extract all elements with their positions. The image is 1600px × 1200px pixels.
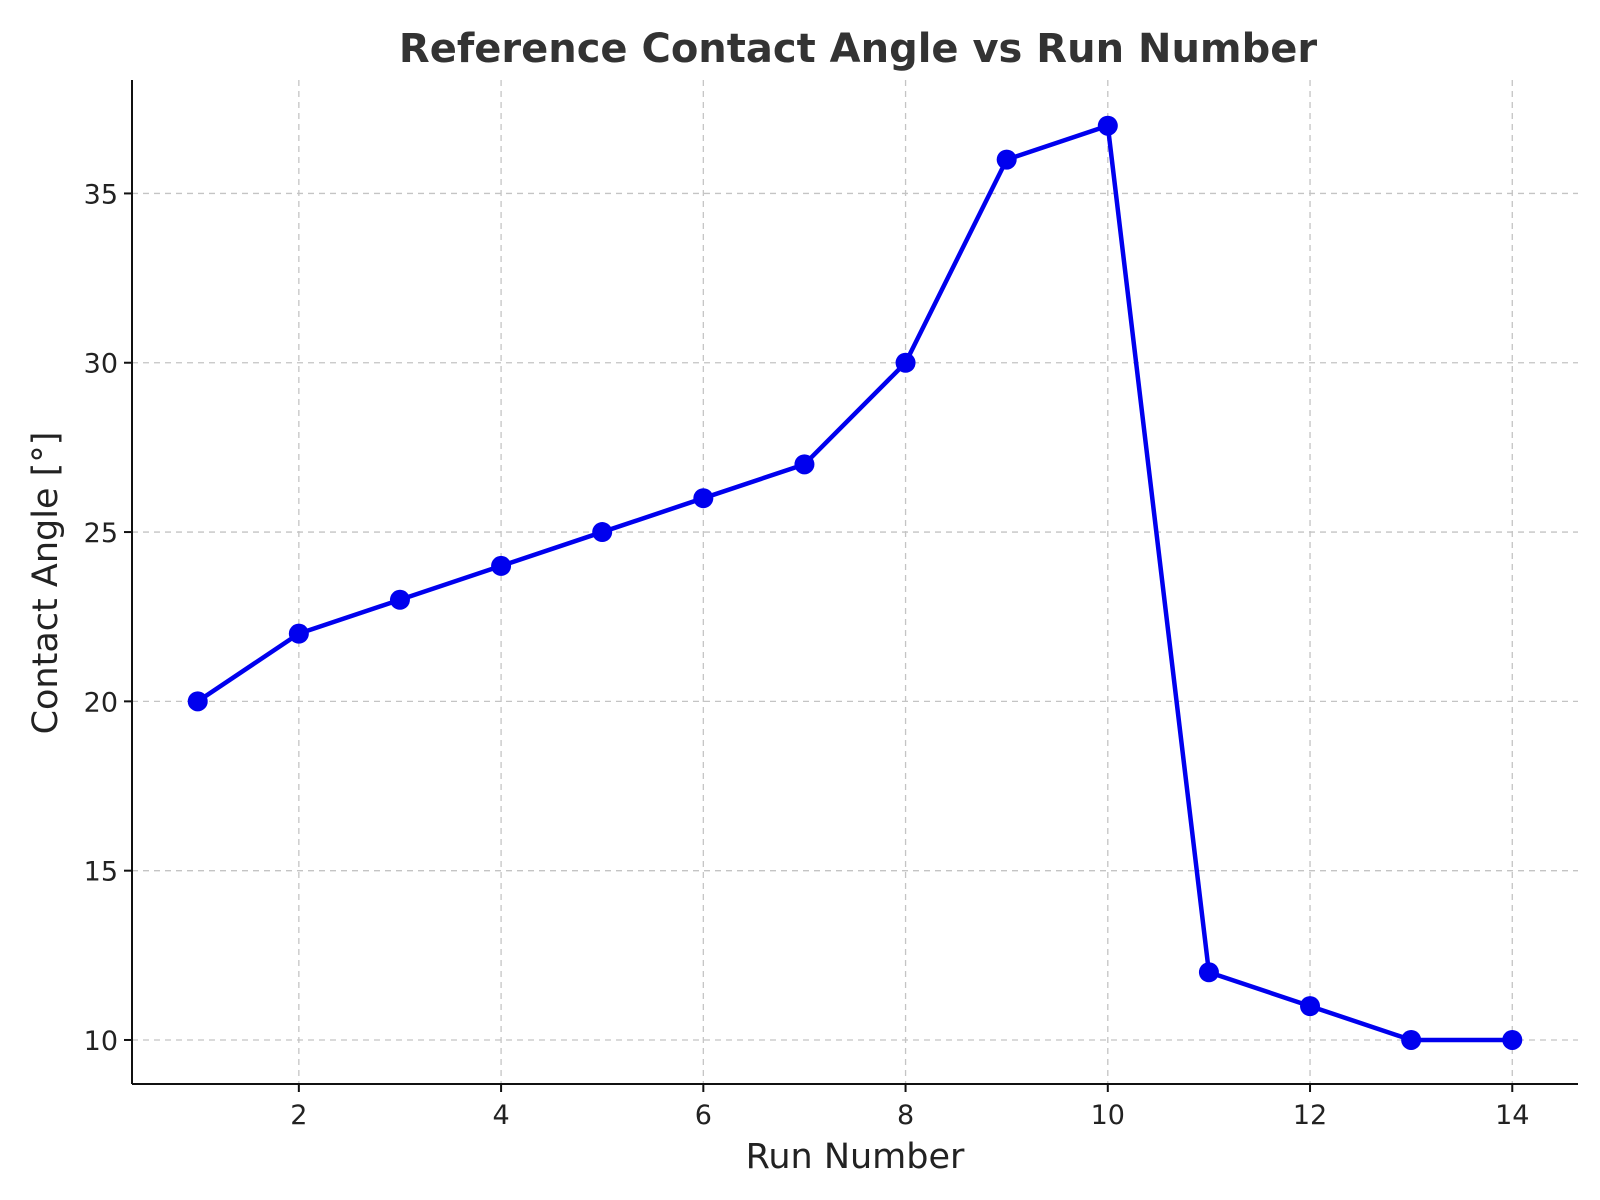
- series-line: [196, 123, 1513, 1043]
- y-tick-label: 20: [84, 687, 118, 718]
- data-point: [187, 691, 208, 712]
- x-tick-label: 12: [1293, 1100, 1327, 1131]
- data-point: [1300, 996, 1321, 1017]
- data-point: [491, 555, 512, 576]
- y-tick-label: 30: [84, 349, 118, 380]
- x-tick-label: 10: [1091, 1100, 1125, 1131]
- data-point: [996, 149, 1017, 170]
- y-tick-label: 25: [84, 518, 118, 549]
- data-point: [1401, 1029, 1422, 1050]
- x-tick-label: 14: [1495, 1100, 1529, 1131]
- data-point: [592, 522, 613, 543]
- data-point: [1097, 115, 1118, 136]
- x-tick-label: 4: [492, 1100, 509, 1131]
- y-tick-label: 15: [84, 857, 118, 888]
- data-point: [1198, 962, 1219, 983]
- data-point: [389, 589, 410, 610]
- data-point: [1502, 1029, 1523, 1050]
- chart-title: Reference Contact Angle vs Run Number: [399, 26, 1317, 72]
- y-axis-label: Contact Angle [°]: [26, 432, 66, 735]
- y-tick-label: 10: [84, 1026, 118, 1057]
- data-series: [187, 115, 1523, 1050]
- x-tick-label: 2: [290, 1100, 307, 1131]
- grid: [132, 80, 1578, 1084]
- y-tick-label: 35: [84, 179, 118, 210]
- axes-spines: [131, 80, 1578, 1085]
- data-point: [288, 623, 309, 644]
- x-tick-label: 6: [695, 1100, 712, 1131]
- x-axis-label: Run Number: [746, 1137, 965, 1177]
- data-point: [895, 352, 916, 373]
- axis-ticks: 2 4 6 8 10 12 14 10 15 20 25 30 35: [84, 179, 1530, 1131]
- data-point: [693, 488, 714, 509]
- data-point: [794, 454, 815, 475]
- x-tick-label: 8: [897, 1100, 914, 1131]
